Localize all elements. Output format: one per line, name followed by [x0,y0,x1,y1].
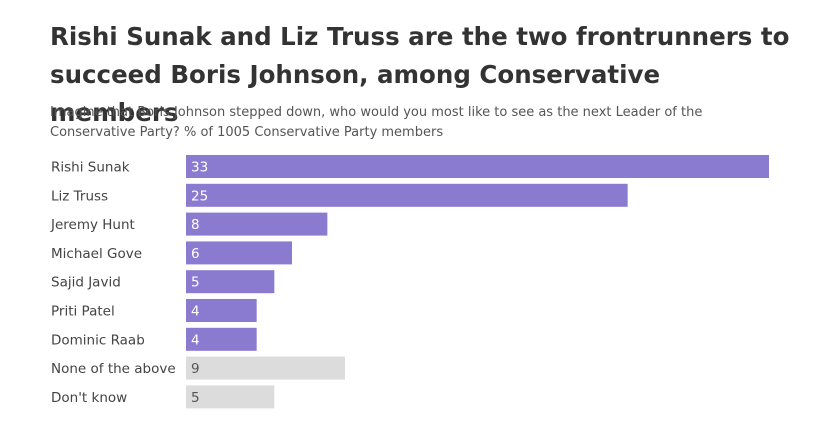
bar [186,385,275,409]
category-label: Dominic Raab [51,332,145,348]
bar [186,270,275,294]
value-label: 5 [191,275,200,291]
chart-title: Rishi Sunak and Liz Truss are the two fr… [50,22,790,127]
value-label: 6 [191,246,200,262]
category-label: Don't know [51,390,127,406]
value-label: 4 [191,332,200,348]
bar [186,299,257,322]
bar [186,356,345,380]
category-label: Priti Patel [51,304,115,320]
value-label: 4 [191,304,200,320]
bar [186,183,628,207]
value-label: 8 [191,217,200,233]
category-label: Sajid Javid [51,275,121,291]
bars-layer: Rishi Sunak 33 Liz Truss 25 Jeremy Hunt 8 Mich… [50,155,769,409]
chart-subtitle: Imagine that Boris Johnson stepped down,… [50,105,703,140]
value-label: 9 [191,361,200,377]
category-label: Rishi Sunak [51,160,130,176]
bar [186,155,769,178]
value-label: 25 [191,188,208,204]
bar [186,241,292,265]
category-label: Jeremy Hunt [50,217,135,233]
bar [186,327,257,351]
category-label: None of the above [51,361,176,377]
value-label: 5 [191,390,200,406]
bar [186,212,328,236]
category-label: Liz Truss [51,188,108,204]
value-label: 33 [191,160,208,176]
category-label: Michael Gove [51,246,142,262]
